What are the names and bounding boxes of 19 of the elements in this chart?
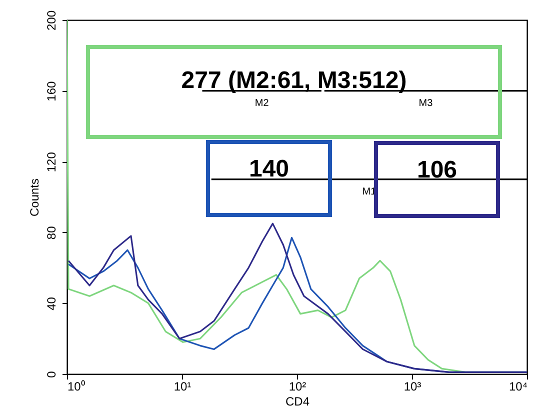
y-tick-label: 160: [44, 80, 58, 102]
series-label: M3: [418, 98, 434, 109]
annotation: 106: [416, 156, 458, 184]
series-label: M1: [362, 186, 377, 198]
annotation: 277 (M2:61, M3:512): [181, 67, 407, 94]
y-tick-label: 40: [44, 296, 58, 310]
x-tick-label: 10⁴: [508, 380, 528, 394]
series-label: M2: [254, 98, 270, 109]
x-tick-label: 10²: [288, 380, 306, 394]
x-tick-label: 10⁰: [68, 380, 85, 394]
y-tick-label: 0: [44, 370, 58, 378]
y-tick-label: 80: [44, 226, 58, 240]
y-tick-label: 200: [44, 10, 58, 31]
x-tick-label: 10³: [404, 380, 422, 394]
annotation: 140: [248, 156, 290, 183]
y-tick-label: 120: [44, 152, 58, 172]
y-axis-title: Counts: [28, 178, 42, 217]
x-axis-title: CD4: [285, 394, 310, 408]
x-tick-label: 10¹: [174, 380, 192, 394]
